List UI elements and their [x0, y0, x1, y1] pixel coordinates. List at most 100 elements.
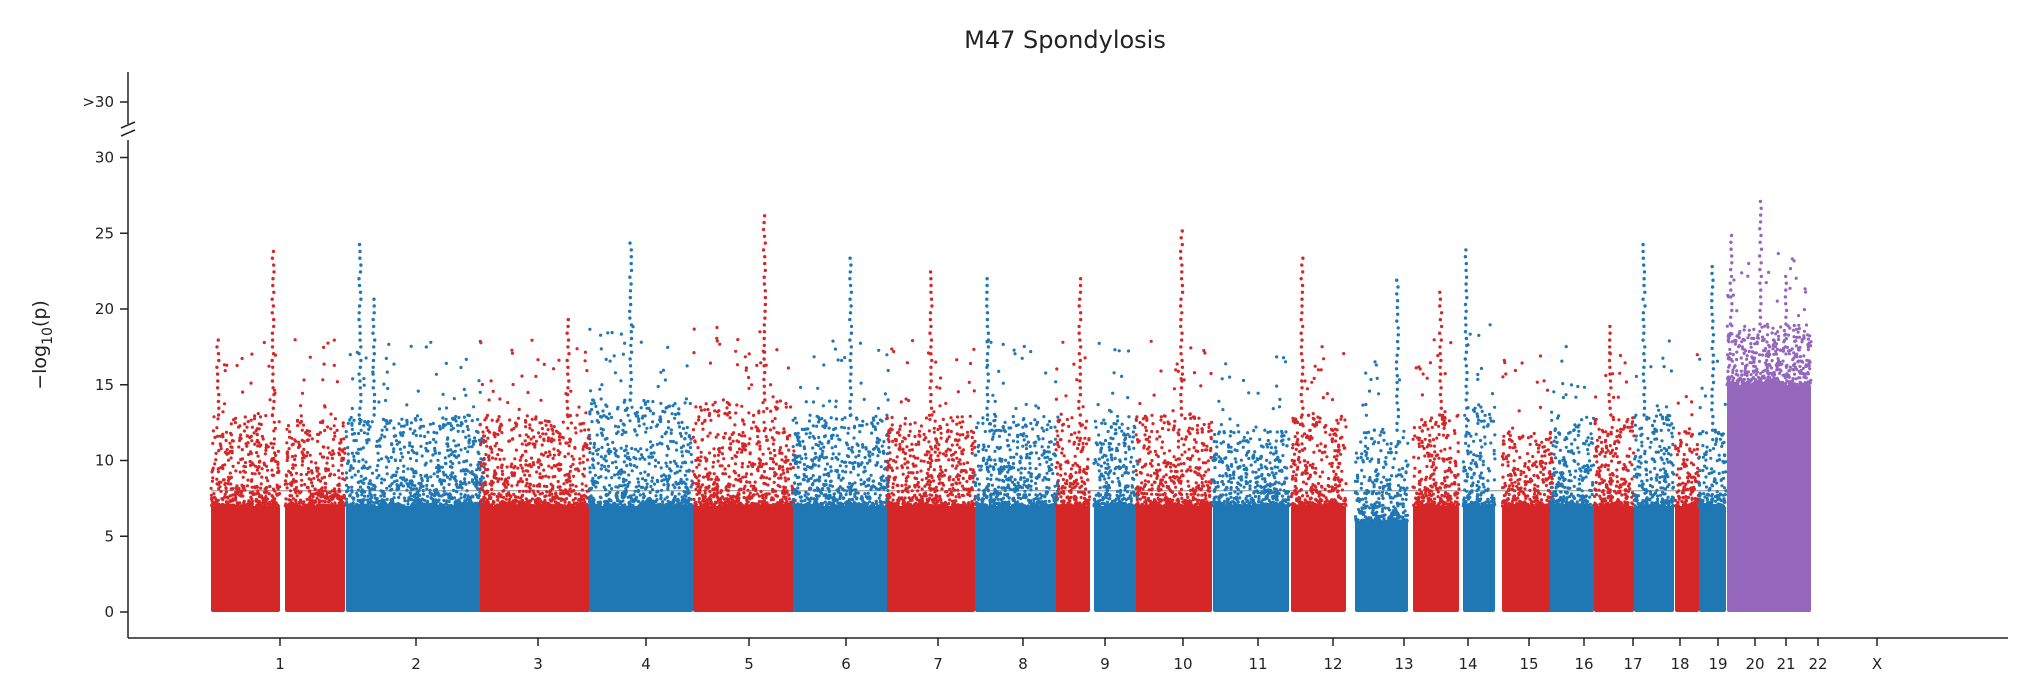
data-point — [320, 421, 325, 425]
data-point — [266, 468, 270, 472]
data-point — [623, 503, 627, 508]
data-point — [210, 479, 214, 483]
data-point — [664, 474, 668, 478]
data-point — [920, 478, 924, 482]
data-point — [465, 424, 469, 429]
data-point — [368, 425, 372, 429]
data-point — [591, 463, 595, 467]
data-point — [408, 427, 412, 431]
data-point — [588, 412, 592, 416]
data-point — [725, 484, 729, 488]
data-point — [647, 462, 651, 466]
data-point — [855, 497, 859, 501]
data-point — [538, 472, 542, 476]
data-point — [828, 399, 832, 403]
data-point — [913, 483, 917, 488]
peak-point — [762, 275, 766, 279]
data-point — [698, 487, 702, 491]
data-point — [827, 489, 831, 494]
data-point — [650, 479, 654, 483]
data-point — [569, 421, 574, 425]
data-point — [763, 482, 768, 486]
data-point — [463, 493, 467, 497]
data-point — [599, 397, 603, 401]
data-point — [512, 492, 516, 496]
data-point — [708, 361, 713, 365]
data-point — [735, 439, 739, 443]
data-point — [290, 480, 294, 484]
data-point — [852, 436, 856, 440]
data-point — [741, 419, 745, 423]
data-point — [624, 478, 628, 482]
data-point — [370, 500, 374, 504]
data-point — [451, 417, 455, 421]
data-point — [518, 458, 522, 462]
peak-point — [763, 241, 767, 245]
data-point — [568, 469, 572, 473]
data-point — [377, 400, 381, 404]
data-point — [503, 502, 507, 506]
data-point — [573, 496, 578, 501]
data-point — [264, 476, 269, 480]
peak-point — [270, 331, 275, 335]
data-point — [601, 409, 605, 413]
peak-point — [762, 330, 767, 334]
data-point — [434, 440, 438, 444]
data-point — [380, 499, 384, 503]
peak-point — [358, 365, 362, 369]
data-point — [602, 413, 606, 418]
data-point — [700, 438, 704, 442]
data-point — [772, 438, 776, 442]
data-point — [791, 445, 795, 449]
peak-point — [357, 242, 362, 247]
data-point — [756, 435, 760, 439]
data-point — [494, 504, 498, 508]
data-point — [315, 503, 319, 508]
data-point — [379, 494, 383, 498]
chromosome-6-dense-block — [793, 505, 889, 612]
data-point — [928, 483, 932, 487]
data-point — [878, 418, 883, 422]
data-point — [771, 442, 775, 446]
data-point — [250, 485, 254, 489]
data-point — [467, 481, 471, 485]
data-point — [463, 480, 467, 484]
data-point — [211, 441, 215, 445]
peak-point — [372, 406, 376, 410]
data-point — [945, 430, 950, 434]
data-point — [667, 404, 672, 408]
data-point — [623, 408, 627, 412]
data-point — [716, 496, 720, 500]
data-point — [316, 432, 320, 436]
data-point — [461, 482, 465, 486]
data-point — [524, 463, 528, 467]
data-point — [538, 492, 542, 496]
data-point — [557, 435, 562, 439]
data-point — [740, 461, 745, 466]
data-point — [212, 492, 216, 496]
data-point — [434, 466, 439, 470]
data-point — [568, 483, 573, 487]
data-point — [566, 504, 571, 508]
peak-point — [849, 324, 854, 329]
data-point — [769, 409, 773, 413]
data-point — [648, 490, 652, 495]
data-point — [535, 470, 539, 474]
data-point — [309, 494, 313, 498]
data-point — [221, 466, 225, 471]
data-point — [778, 399, 783, 403]
data-point — [961, 494, 966, 498]
data-point — [602, 485, 606, 489]
data-point — [350, 485, 354, 489]
data-point — [968, 414, 972, 418]
data-point — [838, 464, 842, 468]
data-point — [445, 437, 450, 441]
chromosome-3-points — [478, 317, 592, 612]
data-point — [316, 439, 320, 443]
data-point — [815, 486, 820, 490]
data-point — [490, 450, 494, 454]
data-point — [397, 495, 401, 500]
data-point — [859, 478, 863, 482]
data-point — [699, 503, 703, 507]
